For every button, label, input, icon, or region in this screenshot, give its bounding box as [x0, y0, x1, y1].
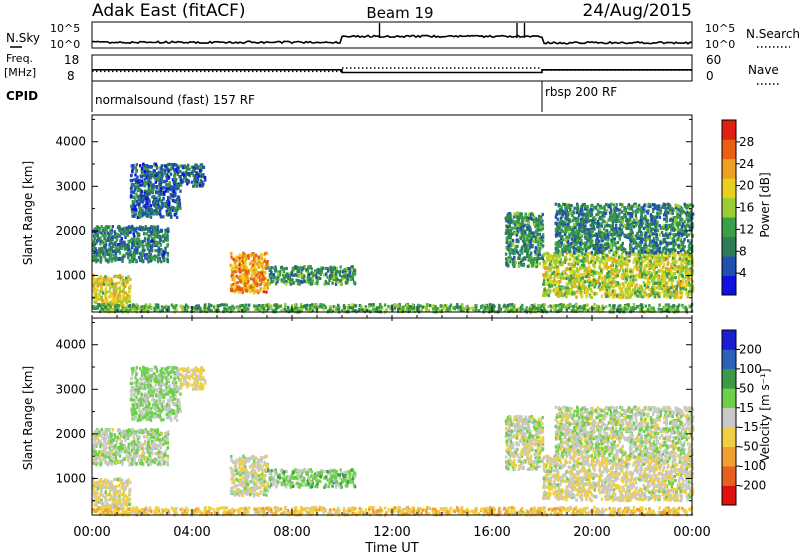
freq-panel	[92, 55, 692, 81]
plot-canvas: Adak East (fitACF) Beam 19 24/Aug/2015 N…	[0, 0, 800, 554]
nsearch-label: N.Search	[746, 27, 800, 41]
nsky-line	[92, 35, 692, 44]
velocity-colorbar-tick: -50	[739, 440, 759, 454]
cpid-mode-2: rbsp 200 RF	[545, 85, 617, 99]
power-colorbar-tick: 28	[739, 135, 754, 149]
power-colorbar-segment	[722, 237, 736, 257]
cpid-mode-1: normalsound (fast) 157 RF	[95, 93, 255, 107]
velocity-ytick: 4000	[55, 338, 86, 352]
velocity-colorbar-segment	[722, 388, 736, 408]
velocity-echo-field	[92, 366, 694, 517]
velocity-colorbar-tick: 50	[739, 381, 754, 395]
velocity-colorbar-segment	[722, 427, 736, 447]
power-colorbar-segment	[722, 198, 736, 218]
velocity-colorbar-tick: -200	[739, 479, 766, 493]
velocity-colorbar-segment	[722, 466, 736, 486]
freq-tick-low: 8	[67, 69, 75, 83]
nave-tick-high: 60	[706, 53, 721, 67]
velocity-ytick: 1000	[55, 471, 86, 485]
power-colorbar-tick: 4	[739, 266, 747, 280]
power-ytick: 4000	[55, 135, 86, 149]
power-colorbar-segment	[722, 276, 736, 296]
nsky-label: N.Sky	[6, 31, 40, 45]
velocity-colorbar-segment	[722, 349, 736, 369]
power-ytick: 1000	[55, 268, 86, 282]
power-colorbar-segment	[722, 178, 736, 198]
nsearch-tick-high: 10^5	[705, 22, 735, 35]
nave-tick-low: 0	[706, 69, 714, 83]
power-colorbar-segment	[722, 217, 736, 237]
xaxis-tick: 12:00	[373, 525, 410, 540]
power-colorbar-segment	[722, 256, 736, 276]
nsky-trace	[92, 23, 692, 44]
nsky-tick-high: 10^5	[50, 22, 80, 35]
beam-title: Beam 19	[366, 4, 433, 22]
cpid-label: CPID	[6, 89, 38, 103]
velocity-ytick: 2000	[55, 427, 86, 441]
velocity-colorbar-segment	[722, 486, 736, 506]
power-colorbar-tick: 16	[739, 201, 754, 215]
freq-trace	[92, 68, 692, 73]
freq-label-top: Freq.	[6, 52, 33, 65]
velocity-colorbar-tick: -15	[739, 420, 759, 434]
range-time-plot: Adak East (fitACF) Beam 19 24/Aug/2015 N…	[0, 0, 800, 554]
power-colorbar-segment	[722, 139, 736, 159]
power-colorbar-segment	[722, 159, 736, 179]
power-colorbar-tick: 20	[739, 179, 754, 193]
power-colorbar-tick: 12	[739, 222, 754, 236]
power-ytick: 3000	[55, 179, 86, 193]
power-ytick: 2000	[55, 224, 86, 238]
power-colorbar-label: Power [dB]	[758, 172, 772, 237]
xaxis-tick: 00:00	[673, 525, 710, 540]
freq-tick-high: 18	[64, 53, 79, 67]
velocity-colorbar-segment	[722, 330, 736, 350]
velocity-ylabel: Slant Range [km]	[21, 366, 35, 470]
velocity-colorbar-segment	[722, 447, 736, 467]
power-colorbar-tick: 24	[739, 157, 754, 171]
xaxis-tick: 20:00	[573, 525, 610, 540]
xaxis-tick: 08:00	[273, 525, 310, 540]
velocity-colorbar-label: Velocity [m s⁻¹]	[758, 368, 772, 461]
xaxis-tick: 04:00	[173, 525, 210, 540]
station-title: Adak East (fitACF)	[92, 1, 246, 21]
xaxis-label: Time UT	[364, 541, 418, 554]
nsearch-tick-low: 10^0	[705, 38, 735, 51]
velocity-colorbar-tick: 200	[739, 342, 762, 356]
nave-label: Nave	[748, 63, 779, 77]
freq-label-bottom: [MHz]	[4, 66, 36, 79]
velocity-colorbar-segment	[722, 408, 736, 428]
xaxis-tick: 00:00	[73, 525, 110, 540]
power-colorbar-tick: 8	[739, 244, 747, 258]
velocity-colorbar-segment	[722, 369, 736, 389]
nsky-tick-low: 10^0	[50, 38, 80, 51]
xaxis-tick: 16:00	[473, 525, 510, 540]
power-echo-field	[92, 163, 694, 314]
velocity-ytick: 3000	[55, 382, 86, 396]
date-title: 24/Aug/2015	[582, 1, 692, 21]
velocity-colorbar-tick: 15	[739, 401, 754, 415]
nsky-panel	[92, 22, 692, 48]
power-colorbar-segment	[722, 120, 736, 140]
power-ylabel: Slant Range [km]	[21, 161, 35, 265]
